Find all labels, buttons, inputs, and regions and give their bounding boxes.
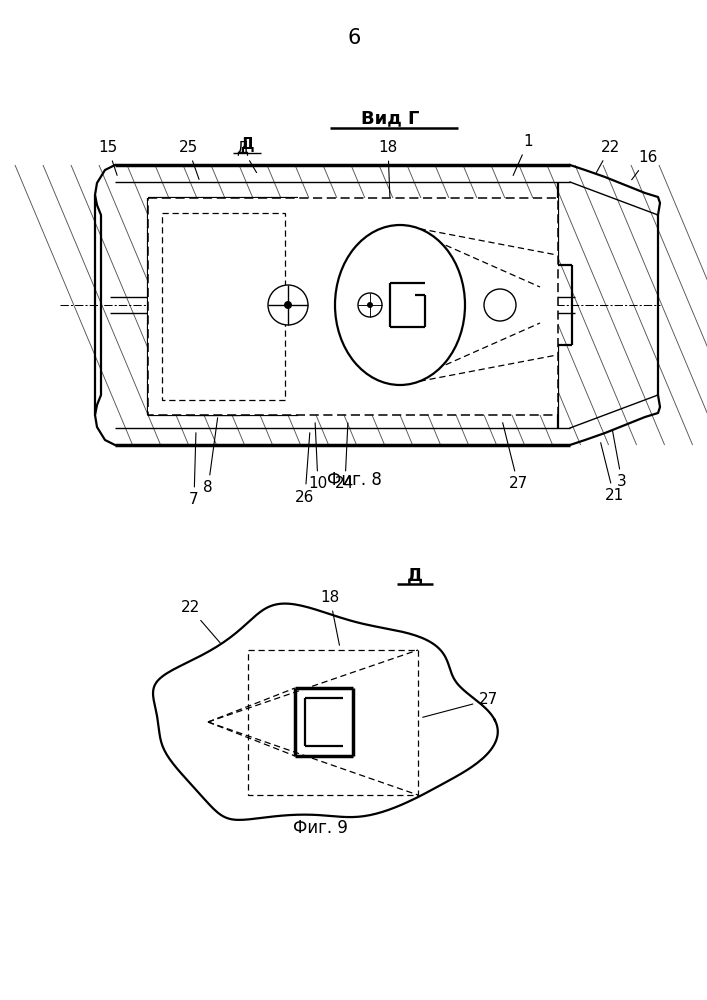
- Text: 15: 15: [98, 140, 117, 175]
- Text: Д: Д: [240, 137, 254, 152]
- Text: Д: Д: [407, 566, 423, 584]
- Text: 22: 22: [596, 140, 619, 173]
- Circle shape: [367, 302, 373, 308]
- Circle shape: [268, 285, 308, 325]
- Polygon shape: [148, 198, 558, 415]
- Text: 7: 7: [189, 433, 199, 508]
- Circle shape: [284, 301, 292, 309]
- Text: Фиг. 8: Фиг. 8: [327, 471, 382, 489]
- Text: 22: 22: [180, 600, 220, 643]
- Text: Фиг. 9: Фиг. 9: [293, 819, 347, 837]
- Circle shape: [484, 289, 516, 321]
- Text: 8: 8: [203, 418, 218, 495]
- Text: 1: 1: [513, 134, 533, 175]
- Text: 27: 27: [423, 692, 498, 717]
- Text: 18: 18: [378, 140, 397, 197]
- Text: Д: Д: [236, 140, 257, 173]
- Text: 18: 18: [320, 590, 339, 645]
- Polygon shape: [153, 604, 498, 820]
- Text: 10: 10: [308, 423, 327, 491]
- Text: 3: 3: [612, 431, 627, 489]
- Text: 24: 24: [335, 423, 355, 491]
- Text: 26: 26: [296, 433, 315, 504]
- Text: 25: 25: [178, 140, 199, 179]
- Text: Вид Г: Вид Г: [361, 109, 419, 127]
- Text: 16: 16: [631, 150, 658, 180]
- Ellipse shape: [335, 225, 465, 385]
- Text: 6: 6: [347, 28, 361, 48]
- Text: 27: 27: [503, 423, 527, 491]
- Text: 21: 21: [601, 443, 624, 504]
- Circle shape: [358, 293, 382, 317]
